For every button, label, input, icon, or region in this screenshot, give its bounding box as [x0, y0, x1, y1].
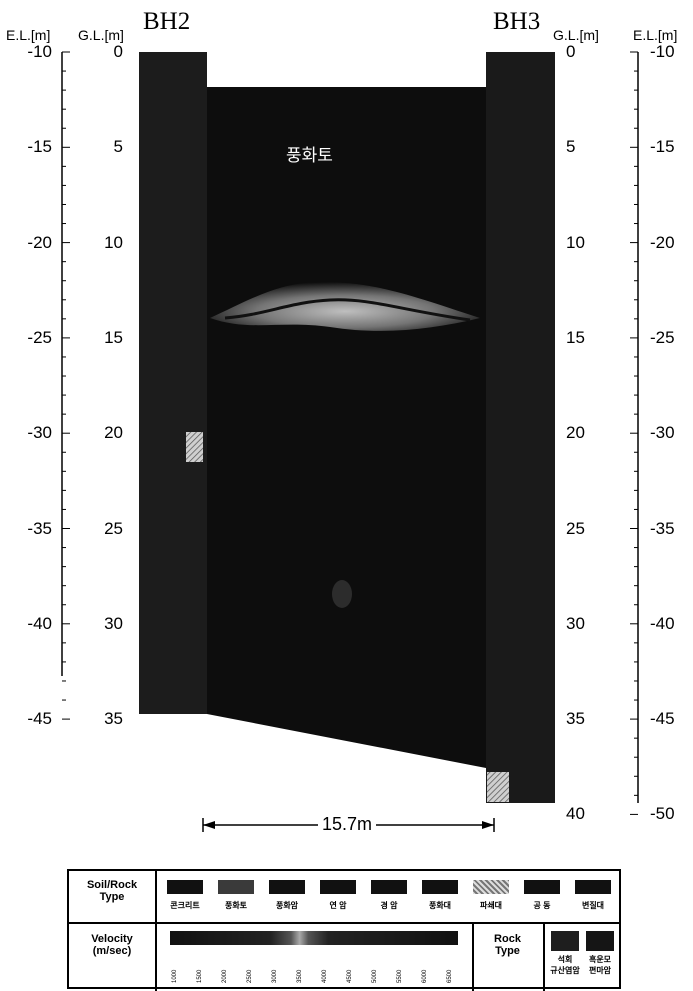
el-left-minor-ticks	[62, 51, 70, 720]
borehole-bh3-label: BH3	[493, 8, 541, 35]
bh3-fracture-patch	[487, 772, 509, 802]
soil-rock-label: 풍화암	[275, 901, 299, 910]
rock-type-label: 석회 규산염암	[550, 955, 580, 975]
soil-rock-label: 풍화토	[224, 901, 248, 910]
soil-rock-label: 콘크리트	[170, 901, 200, 910]
gl-right-tick-label: 10	[566, 232, 585, 252]
gl-left-tick-label: 20	[104, 423, 123, 443]
gl-right-tick-label: 35	[566, 709, 585, 729]
el-right-tick-label: -45	[650, 709, 675, 729]
el-right-tick-label: -30	[650, 423, 675, 443]
borehole-bh2-label: BH2	[143, 8, 191, 35]
el-right-tick-label: -50	[650, 804, 675, 824]
el-left-header: E.L.[m]	[6, 27, 51, 43]
velocity-color-bar	[170, 931, 458, 945]
soil-rock-label: 변질대	[581, 901, 605, 910]
bh2-fracture-patch	[186, 432, 203, 462]
gl-right-header: G.L.[m]	[553, 27, 599, 43]
gl-right-tick-label: 5	[566, 137, 576, 157]
velocity-tick-label: 2000	[222, 969, 228, 983]
velocity-tick-label: 5000	[372, 969, 378, 983]
bh3-borehole-column	[486, 52, 555, 803]
el-right-minor-ticks	[630, 51, 638, 815]
soil-rock-label: 파쇄대	[479, 901, 503, 910]
velocity-tick-label: 3500	[297, 969, 303, 983]
el-left-tick-label: -35	[27, 518, 52, 538]
soil-rock-swatch	[422, 880, 458, 894]
fracture-line	[224, 298, 471, 322]
gl-left-tick-label: 25	[104, 518, 123, 538]
velocity-tick-label: 4000	[322, 969, 328, 983]
gl-left-header: G.L.[m]	[78, 27, 124, 43]
gl-left-tick-label: 10	[104, 232, 123, 252]
soil-rock-swatch	[320, 880, 356, 894]
rock-type-swatch	[551, 931, 579, 951]
soil-rock-label: 경 암	[380, 901, 398, 910]
el-right-tick-label: -35	[650, 518, 675, 538]
distance-label: 15.7m	[318, 814, 377, 835]
gl-right-tick-label: 0	[566, 42, 576, 61]
velocity-tick-label: 1000	[172, 969, 178, 983]
gl-right-tick-label: 20	[566, 423, 585, 443]
gl-right-tick-label: 30	[566, 613, 585, 633]
soil-rock-swatch	[218, 880, 254, 894]
soil-rock-swatch	[167, 880, 203, 894]
el-right-tick-label: -40	[650, 613, 675, 633]
el-left-tick-label: -15	[27, 137, 52, 157]
soil-rock-swatch	[371, 880, 407, 894]
velocity-tick-label: 3000	[272, 969, 278, 983]
el-right-tick-label: -20	[650, 232, 675, 252]
gl-left-tick-label: 0	[113, 42, 123, 61]
low-velocity-spot	[332, 580, 352, 608]
el-left-tick-label: -40	[27, 613, 52, 633]
el-left-tick-label: -25	[27, 327, 52, 347]
velocity-tick-label: 1500	[197, 969, 203, 983]
fracture-zone-lens	[210, 281, 480, 331]
soil-rock-swatch	[473, 880, 509, 894]
soil-rock-swatch	[269, 880, 305, 894]
velocity-tick-label: 6000	[422, 969, 428, 983]
el-right-header: E.L.[m]	[633, 27, 678, 43]
el-right-tick-label: -25	[650, 327, 675, 347]
soil-rock-label: 연 암	[329, 901, 347, 910]
velocity-tick-label: 6500	[447, 969, 453, 983]
soil-rock-swatch	[575, 880, 611, 894]
layer-label: 풍화토	[286, 146, 333, 165]
rock-type-title: Rock Type	[494, 933, 521, 957]
soil-rock-type-title: Soil/Rock Type	[86, 879, 138, 903]
tomography-section	[61, 51, 639, 815]
soil-rock-label: 공 동	[533, 901, 551, 910]
gl-right-tick-label: 25	[566, 518, 585, 538]
gl-left-tick-label: 35	[104, 709, 123, 729]
gl-left-tick-label: 5	[113, 137, 123, 157]
el-right-tick-label: -10	[650, 42, 675, 61]
gl-right-tick-label: 40	[566, 804, 585, 824]
rock-type-swatch	[586, 931, 614, 951]
el-left-tick-label: -30	[27, 423, 52, 443]
soil-rock-label: 풍화대	[428, 901, 452, 910]
gl-left-tick-label: 30	[104, 613, 123, 633]
soil-rock-swatch	[524, 880, 560, 894]
el-right-tick-label: -15	[650, 137, 675, 157]
velocity-tick-label: 5500	[397, 969, 403, 983]
bh2-borehole-column	[139, 52, 207, 714]
el-left-tick-label: -45	[27, 709, 52, 729]
gl-right-tick-label: 15	[566, 327, 585, 347]
el-left-tick-label: -20	[27, 232, 52, 252]
el-left-tick-label: -10	[27, 42, 52, 61]
rock-type-label: 흑운모 편마암	[588, 955, 612, 975]
velocity-title: Velocity (m/sec)	[91, 933, 133, 957]
velocity-tick-label: 2500	[247, 969, 253, 983]
legend-box: Soil/Rock Type 콘크리트 풍화토 풍화암 연 암 경 암 풍화대 파쇄대 공 동…	[67, 869, 621, 991]
velocity-tick-label: 4500	[347, 969, 353, 983]
gl-left-tick-label: 15	[104, 327, 123, 347]
section-body	[139, 52, 555, 803]
